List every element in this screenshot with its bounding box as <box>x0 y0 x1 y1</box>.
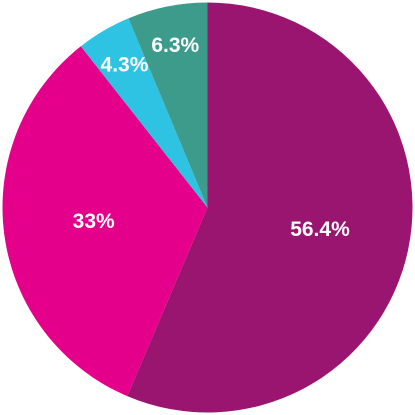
pie-slice <box>2 46 208 397</box>
pie-slice <box>127 2 413 413</box>
data-label: 6.3% <box>151 34 199 57</box>
data-label: 4.3% <box>101 54 149 77</box>
data-label: 56.4% <box>290 218 350 241</box>
pie-slice <box>80 18 208 208</box>
pie-slice <box>128 2 208 208</box>
data-label: 33% <box>73 210 115 233</box>
